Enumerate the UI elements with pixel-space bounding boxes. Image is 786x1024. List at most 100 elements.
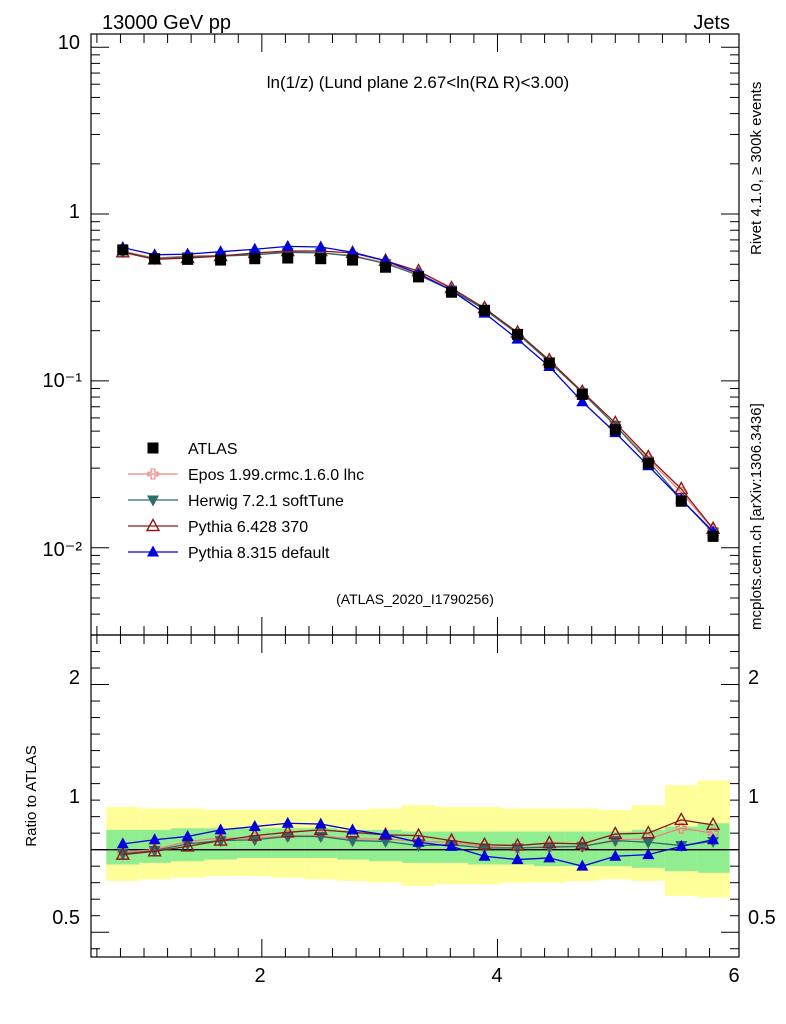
legend-entry-atlas: ATLAS: [147, 441, 238, 458]
y-tick-label-1: 1: [69, 201, 80, 223]
ratio-y-tick-2-left: 2: [69, 667, 80, 689]
ratio-point-pythia-6-428-370: [247, 827, 262, 841]
main-title: ln(1/z) (Lund plane 2.67<ln(RΔ R)<3.00): [267, 73, 569, 92]
ratio-point-pythia-6-428-370: [674, 811, 689, 826]
point-atlas: [117, 244, 129, 256]
rivet-label: Rivet 4.1.0, ≥ 300k events: [748, 82, 765, 255]
y-tick-label-0.1: 10⁻¹: [43, 370, 83, 392]
ratio-point-pythia-8-315-default: [642, 848, 655, 860]
ratio-y-tick-1-left: 1: [69, 786, 80, 808]
uncertainty-band-inner: [697, 823, 730, 873]
legend-entry-epos: Epos 1.99.crmc.1.6.0 lhc: [128, 467, 364, 484]
ratio-point-pythia-6-428-370: [641, 825, 656, 839]
ratio-point-herwig-7-2-1-softtune: [576, 841, 589, 853]
point-pythia-8-315-default: [248, 242, 261, 254]
ratio-line-pythia-6-428-370: [122, 819, 714, 856]
ratio-point-pythia-6-428-370: [213, 832, 228, 846]
point-atlas: [249, 253, 261, 265]
point-atlas: [642, 457, 654, 469]
jets-label: Jets: [693, 12, 730, 34]
point-atlas: [315, 253, 327, 265]
point-atlas: [182, 253, 194, 265]
x-tick-label-4: 4: [491, 965, 502, 987]
watermark: (ATLAS_2020_I1790256): [336, 591, 494, 607]
ratio-point-pythia-6-428-370: [575, 835, 590, 850]
ratio-point-pythia-6-428-370: [608, 826, 623, 840]
ratio-point-pythia-8-315-default: [346, 823, 359, 835]
ratio-point-pythia-8-315-default: [116, 837, 129, 849]
point-atlas: [413, 271, 425, 283]
legend-marker: [145, 518, 161, 532]
ratio-point-pythia-6-428-370: [147, 843, 162, 857]
ratio-point-pythia-8-315-default: [576, 859, 589, 871]
ratio-point-epos-1-99-crmc-1-6-0-lhc: [675, 822, 687, 834]
legend-marker: [147, 442, 159, 454]
point-atlas: [380, 261, 392, 273]
point-pythia-8-315-default: [281, 239, 294, 251]
ratio-point-pythia-8-315-default: [445, 839, 458, 851]
ratio-point-pythia-6-428-370: [705, 816, 721, 831]
ratio-point-pythia-8-315-default: [181, 829, 194, 841]
ratio-point-pythia-6-428-370: [542, 835, 557, 849]
ratio-point-pythia-6-428-370: [510, 837, 525, 851]
y-tick-label-10: 10: [58, 32, 80, 54]
mcplots-label: mcplots.cern.ch [arXiv:1306.3436]: [748, 403, 765, 630]
legend-label-pythia8: Pythia 8.315 default: [188, 545, 330, 562]
ratio-point-pythia-8-315-default: [314, 817, 327, 829]
legend-entry-pythia8: Pythia 8.315 default: [128, 545, 330, 562]
ratio-y-tick-0.5-right: 0.5: [748, 907, 776, 929]
ratio-point-pythia-6-428-370: [115, 846, 130, 860]
series-line-pythia-8-315-default: [122, 245, 714, 533]
point-pythia-8-315-default: [576, 395, 589, 407]
point-atlas: [609, 424, 621, 436]
ratio-y-tick-0.5-left: 0.5: [52, 907, 80, 929]
point-pythia-8-315-default: [214, 245, 227, 257]
energy-label: 13000 GeV pp: [102, 12, 231, 34]
legend-label-herwig: Herwig 7.2.1 softTune: [188, 493, 344, 510]
ratio-point-herwig-7-2-1-softtune: [642, 837, 655, 849]
ratio-y-tick-1-right: 1: [748, 786, 759, 808]
ratio-point-pythia-8-315-default: [511, 853, 524, 865]
legend-marker: [147, 545, 159, 557]
ratio-point-pythia-8-315-default: [412, 835, 425, 847]
ratio-point-pythia-8-315-default: [609, 849, 622, 861]
ratio-point-pythia-6-428-370: [313, 821, 328, 836]
point-atlas: [675, 495, 687, 507]
ratio-frame: [90, 634, 740, 958]
point-atlas: [347, 254, 359, 266]
x-tick-label-2: 2: [254, 965, 265, 987]
ratio-point-pythia-6-428-370: [477, 836, 492, 850]
ratio-point-pythia-8-315-default: [707, 833, 720, 845]
point-atlas: [707, 530, 719, 542]
ratio-y-label: Ratio to ATLAS: [23, 745, 40, 846]
ratio-point-pythia-6-428-370: [180, 838, 195, 852]
ratio-point-pythia-6-428-370: [280, 824, 295, 838]
point-pythia-8-315-default: [314, 240, 327, 252]
ratio-point-pythia-8-315-default: [214, 823, 227, 835]
ratio-point-pythia-8-315-default: [248, 820, 261, 832]
ratio-point-pythia-8-315-default: [148, 833, 161, 845]
series-line-pythia-6-428-370: [122, 250, 714, 530]
series-line-epos-1-99-crmc-1-6-0-lhc: [122, 250, 714, 530]
ratio-point-pythia-8-315-default: [379, 828, 392, 840]
ratio-point-pythia-8-315-default: [281, 816, 294, 828]
ratio-point-herwig-7-2-1-softtune: [181, 839, 194, 851]
x-tick-label-6: 6: [728, 965, 739, 987]
legend-entry-pythia6: Pythia 6.428 370: [128, 518, 308, 536]
ratio-point-herwig-7-2-1-softtune: [511, 843, 524, 855]
point-atlas: [576, 388, 588, 400]
series-line-herwig-7-2-1-softtune: [122, 251, 714, 534]
point-atlas: [282, 252, 294, 264]
legend-marker: [147, 468, 159, 480]
legend: ATLAS Epos 1.99.crmc.1.6.0 lhc Herwig 7.…: [128, 441, 364, 562]
legend-label-atlas: ATLAS: [188, 441, 238, 458]
point-atlas: [215, 254, 227, 266]
ratio-point-herwig-7-2-1-softtune: [116, 849, 129, 861]
ratio-panel: Ratio to ATLAS 2 1 0.5 2 1 0.5 2 4 6: [23, 634, 776, 987]
legend-label-epos: Epos 1.99.crmc.1.6.0 lhc: [188, 467, 364, 484]
ratio-point-pythia-8-315-default: [675, 839, 688, 851]
legend-label-pythia6: Pythia 6.428 370: [188, 519, 308, 536]
point-pythia-8-315-default: [346, 245, 359, 257]
legend-entry-herwig: Herwig 7.2.1 softTune: [128, 493, 344, 510]
